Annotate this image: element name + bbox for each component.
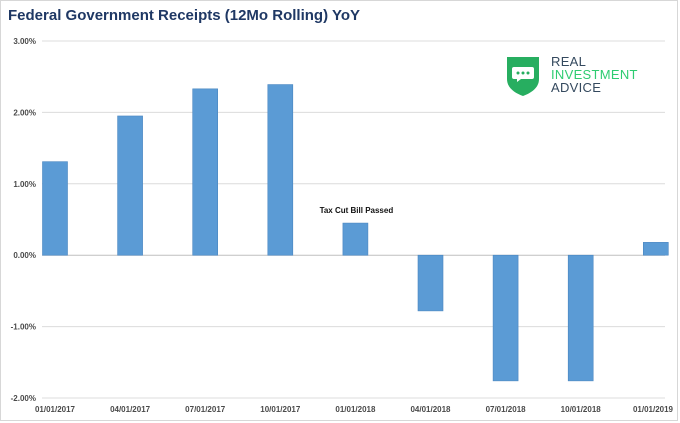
x-tick-label: 10/01/2017 <box>260 405 301 414</box>
x-tick-label: 07/01/2018 <box>486 405 527 414</box>
bar-07-01-2018 <box>492 254 519 382</box>
chart-title: Federal Government Receipts (12Mo Rollin… <box>8 7 361 24</box>
annotation-label: Tax Cut Bill Passed <box>320 206 394 215</box>
bar-01-01-2018 <box>342 222 369 256</box>
x-tick-label: 07/01/2017 <box>185 405 226 414</box>
x-tick-label: 01/01/2019 <box>633 405 674 414</box>
y-axis-ticks: 3.00% 2.00% 1.00% 0.00% -1.00% -2.00% <box>11 37 36 403</box>
y-tick-label: 1.00% <box>13 180 36 189</box>
y-tick-label: 3.00% <box>13 37 36 46</box>
bars <box>42 84 669 382</box>
y-tick-label: 0.00% <box>13 251 36 260</box>
x-axis-ticks: 01/01/2017 04/01/2017 07/01/2017 10/01/2017… <box>35 405 674 414</box>
x-tick-label: 01/01/2018 <box>335 405 376 414</box>
logo-line-investment: INVESTMENT <box>551 67 638 82</box>
bar-01-01-2017 <box>42 161 68 256</box>
x-tick-label: 04/01/2017 <box>110 405 151 414</box>
logo-line-real: REAL <box>551 54 587 69</box>
y-tick-label: 2.00% <box>13 108 36 117</box>
logo-wordmark: REAL INVESTMENT ADVICE <box>551 55 638 94</box>
y-tick-label: -2.00% <box>11 394 36 403</box>
bar-01-01-2019 <box>642 242 669 256</box>
bar-10-01-2018 <box>567 254 594 382</box>
real-investment-advice-logo: REAL INVESTMENT ADVICE <box>503 55 663 99</box>
bar-04-01-2018 <box>417 254 444 312</box>
bar-07-01-2017 <box>192 88 218 256</box>
x-tick-label: 04/01/2018 <box>410 405 451 414</box>
logo-line-advice: ADVICE <box>551 80 602 95</box>
x-tick-label: 10/01/2018 <box>561 405 602 414</box>
annotations: Tax Cut Bill Passed <box>320 206 394 215</box>
x-tick-label: 01/01/2017 <box>35 405 76 414</box>
speech-bubble-shield-icon <box>507 57 539 96</box>
bar-10-01-2017 <box>267 84 294 256</box>
bar-04-01-2017 <box>117 115 143 256</box>
y-tick-label: -1.00% <box>11 323 36 332</box>
